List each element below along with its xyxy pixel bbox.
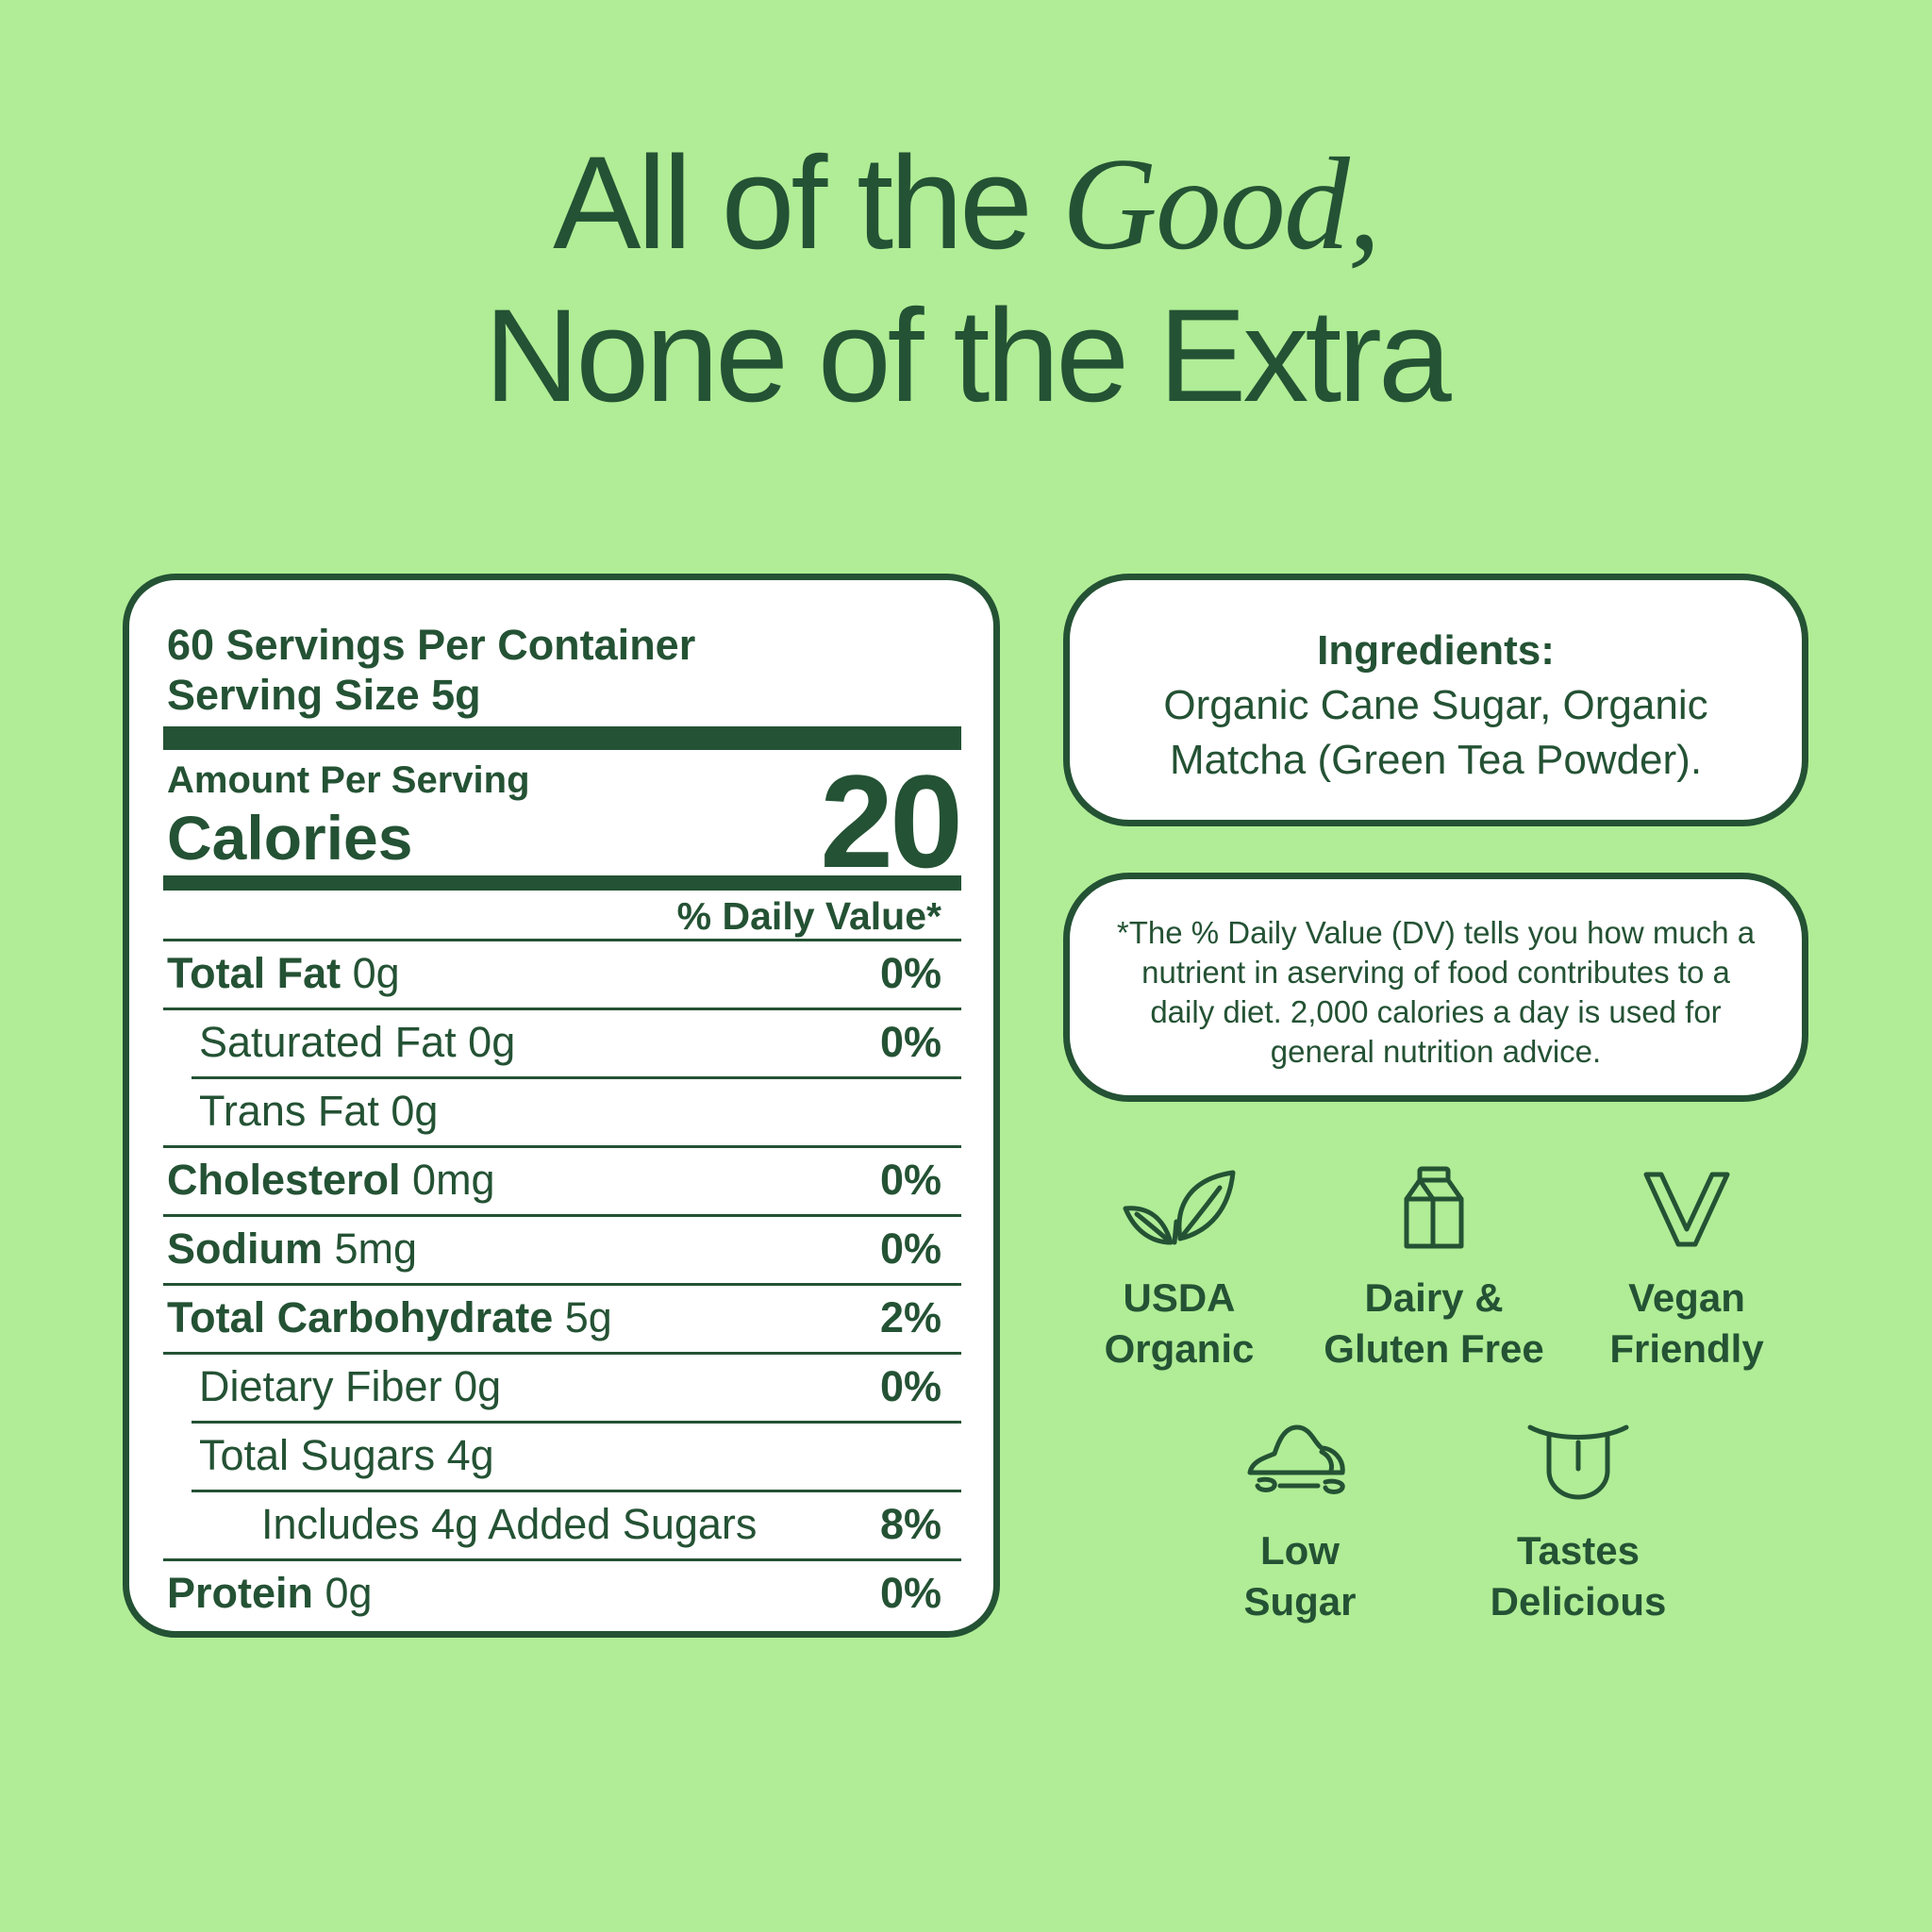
- sugar-pile-icon: [1247, 1424, 1345, 1494]
- row-divider: [163, 1214, 961, 1217]
- nutrient-label: Sodium 5mg: [167, 1224, 418, 1273]
- row-divider: [192, 1421, 961, 1424]
- badge-dairy-gluten-free: Dairy & Gluten Free: [1311, 1165, 1557, 1374]
- nutrient-percent: 0%: [879, 949, 941, 997]
- nutrient-percent: 0%: [879, 1569, 941, 1617]
- nutrient-label: Saturated Fat 0g: [199, 1018, 516, 1066]
- row-divider: [192, 1076, 961, 1079]
- badge-label: Vegan Friendly: [1609, 1275, 1764, 1371]
- badge-label: Dairy & Gluten Free: [1324, 1275, 1544, 1371]
- nutrient-label: Total Carbohydrate 5g: [167, 1293, 612, 1341]
- headline-italic-word: Good,: [1061, 131, 1381, 277]
- nutrient-row-dietary-fiber: Dietary Fiber 0g 0%: [129, 1355, 993, 1424]
- nutrient-row-cholesterol: Cholesterol 0mg 0%: [129, 1148, 993, 1217]
- calories-label: Calories: [167, 803, 413, 873]
- row-divider: [163, 1283, 961, 1286]
- badge-low-sugar: Low Sugar: [1177, 1418, 1423, 1627]
- row-divider: [163, 1558, 961, 1561]
- leaf-icon: [1123, 1170, 1236, 1245]
- servings-info: 60 Servings Per Container Serving Size 5…: [167, 620, 695, 720]
- row-divider: [163, 1145, 961, 1148]
- nutrition-facts-panel: 60 Servings Per Container Serving Size 5…: [123, 574, 1000, 1638]
- divider: [163, 939, 961, 941]
- badge-label: Tastes Delicious: [1490, 1528, 1667, 1624]
- nutrient-label: Total Fat 0g: [167, 949, 400, 997]
- nutrient-row-added-sugars: Includes 4g Added Sugars 8%: [129, 1492, 993, 1561]
- serving-size: Serving Size 5g: [167, 671, 481, 719]
- nutrient-percent: 8%: [879, 1500, 941, 1548]
- daily-value-note-box: *The % Daily Value (DV) tells you how mu…: [1063, 873, 1808, 1102]
- nutrient-percent: 2%: [879, 1293, 941, 1341]
- nutrient-row-total-carbohydrate: Total Carbohydrate 5g 2%: [129, 1286, 993, 1355]
- nutrient-percent: 0%: [879, 1018, 941, 1066]
- nutrient-label: Includes 4g Added Sugars: [261, 1500, 758, 1548]
- thick-divider: [163, 726, 961, 750]
- headline-line-1: All of the Good,: [0, 127, 1932, 280]
- nutrient-label: Trans Fat 0g: [199, 1087, 439, 1135]
- badge-vegan-friendly: Vegan Friendly: [1564, 1165, 1809, 1374]
- badge-label: USDA Organic: [1104, 1275, 1255, 1371]
- nutrient-rows: Total Fat 0g 0% Saturated Fat 0g 0% Tran…: [129, 941, 993, 1630]
- ingredients-box: Ingredients: Organic Cane Sugar, Organic…: [1063, 574, 1808, 826]
- amount-per-serving: Amount Per Serving: [167, 759, 530, 801]
- nutrient-label: Protein 0g: [167, 1569, 373, 1617]
- daily-value-note-text: *The % Daily Value (DV) tells you how mu…: [1116, 915, 1756, 1069]
- tongue-icon: [1527, 1424, 1629, 1500]
- nutrient-label: Cholesterol 0mg: [167, 1156, 495, 1204]
- headline-line-1-text: All of the: [553, 128, 1062, 276]
- badge-label: Low Sugar: [1243, 1528, 1357, 1624]
- badge-tastes-delicious: Tastes Delicious: [1456, 1418, 1701, 1627]
- nutrient-row-protein: Protein 0g 0%: [129, 1561, 993, 1630]
- nutrient-label: Total Sugars 4g: [199, 1431, 494, 1479]
- nutrient-row-sodium: Sodium 5mg 0%: [129, 1217, 993, 1286]
- calories-value: 20: [820, 747, 963, 895]
- ingredients-text: Organic Cane Sugar, Organic Matcha (Gree…: [1163, 682, 1708, 783]
- v-icon: [1643, 1172, 1730, 1247]
- headline: All of the Good, None of the Extra: [0, 127, 1932, 431]
- nutrient-percent: 0%: [879, 1156, 941, 1204]
- row-divider: [163, 1352, 961, 1355]
- medium-divider: [163, 875, 961, 891]
- ingredients-title: Ingredients:: [1317, 627, 1555, 674]
- nutrient-percent: 0%: [879, 1224, 941, 1273]
- nutrient-row-saturated-fat: Saturated Fat 0g 0%: [129, 1010, 993, 1079]
- nutrient-row-total-fat: Total Fat 0g 0%: [129, 941, 993, 1010]
- row-divider: [192, 1490, 961, 1492]
- nutrient-row-trans-fat: Trans Fat 0g: [129, 1079, 993, 1148]
- nutrient-percent: 0%: [879, 1362, 941, 1410]
- nutrient-row-total-sugars: Total Sugars 4g: [129, 1424, 993, 1492]
- row-divider: [163, 1008, 961, 1010]
- headline-line-2: None of the Extra: [484, 281, 1452, 429]
- nutrient-label: Dietary Fiber 0g: [199, 1362, 502, 1410]
- badge-usda-organic: USDA Organic: [1057, 1165, 1302, 1374]
- daily-value-header: % Daily Value*: [676, 894, 941, 938]
- servings-per-container: 60 Servings Per Container: [167, 621, 696, 669]
- milk-carton-icon: [1404, 1166, 1464, 1249]
